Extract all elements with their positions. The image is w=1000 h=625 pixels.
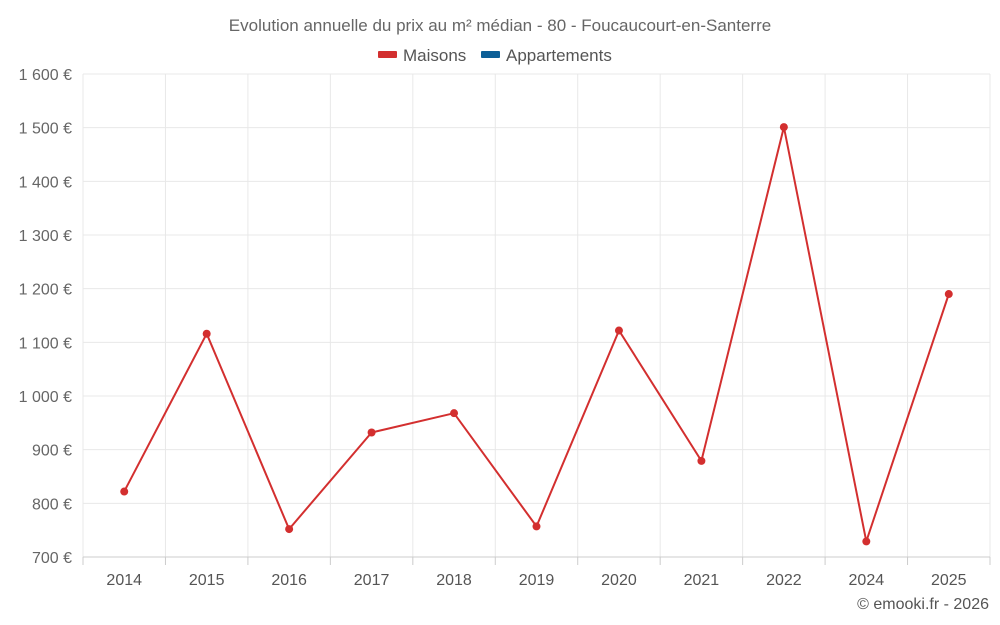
data-point-maisons-2021[interactable] xyxy=(697,456,706,465)
x-tick-label: 2022 xyxy=(766,572,802,589)
y-tick-label: 1 300 € xyxy=(19,228,72,245)
y-tick-label: 1 200 € xyxy=(19,282,72,299)
credit-text: © emooki.fr - 2026 xyxy=(857,596,989,613)
x-tick-label: 2016 xyxy=(271,572,307,589)
x-tick-label: 2020 xyxy=(601,572,637,589)
legend-swatch-maisons xyxy=(378,51,397,58)
data-point-maisons-2020[interactable] xyxy=(614,326,623,335)
data-point-maisons-2016[interactable] xyxy=(285,525,294,534)
x-tick-label: 2017 xyxy=(354,572,390,589)
data-point-maisons-2024[interactable] xyxy=(862,537,871,546)
legend-swatch-appartements xyxy=(481,51,500,58)
legend-item-appartements[interactable]: Appartements xyxy=(481,46,612,65)
y-tick-label: 800 € xyxy=(32,496,72,513)
data-point-maisons-2015[interactable] xyxy=(202,329,211,338)
legend-label-appartements: Appartements xyxy=(506,46,612,65)
chart-title: Evolution annuelle du prix au m² médian … xyxy=(229,16,771,35)
data-point-maisons-2022[interactable] xyxy=(779,123,788,132)
data-point-maisons-2025[interactable] xyxy=(944,290,953,299)
data-point-maisons-2017[interactable] xyxy=(367,428,376,437)
y-tick-label: 1 500 € xyxy=(19,121,72,138)
data-point-maisons-2018[interactable] xyxy=(450,409,459,418)
y-tick-label: 900 € xyxy=(32,443,72,460)
x-axis-ticks: 2014 2015 2016 2017 2018 2019 2020 2021 2022 2024… xyxy=(82,557,991,589)
data-point-maisons-2019[interactable] xyxy=(532,522,541,531)
y-tick-label: 700 € xyxy=(32,550,72,567)
x-tick-label: 2015 xyxy=(189,572,225,589)
y-tick-label: 1 400 € xyxy=(19,174,72,191)
legend: Maisons Appartements xyxy=(378,46,612,65)
y-axis-ticks: 700 € 800 € 900 € 1 000 € 1 100 € 1 200 € 1 30… xyxy=(19,67,72,567)
x-tick-label: 2018 xyxy=(436,572,472,589)
y-tick-label: 1 600 € xyxy=(19,67,72,84)
x-tick-label: 2024 xyxy=(849,572,885,589)
y-tick-label: 1 000 € xyxy=(19,389,72,406)
x-tick-label: 2021 xyxy=(684,572,720,589)
legend-item-maisons[interactable]: Maisons xyxy=(378,46,466,65)
series xyxy=(120,123,953,546)
y-tick-label: 1 100 € xyxy=(19,335,72,352)
legend-label-maisons: Maisons xyxy=(403,46,466,65)
x-tick-label: 2019 xyxy=(519,572,555,589)
grid xyxy=(82,73,991,558)
x-tick-label: 2014 xyxy=(106,572,142,589)
x-tick-label: 2025 xyxy=(931,572,967,589)
data-point-maisons-2014[interactable] xyxy=(120,487,129,496)
